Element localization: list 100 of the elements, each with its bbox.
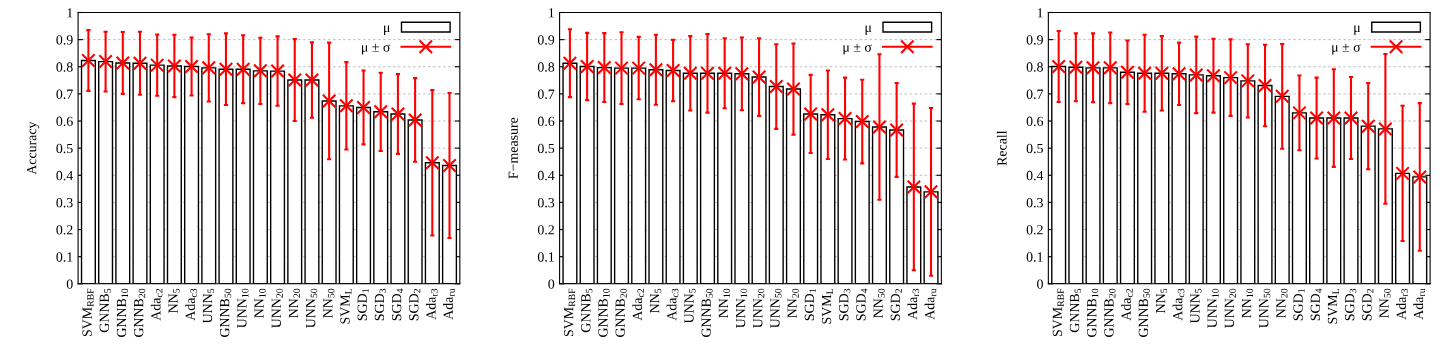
point	[304, 72, 320, 88]
y-tick-label: 0.1	[56, 252, 73, 262]
point	[597, 60, 612, 75]
x-tick-label: UNN$_{50}$	[770, 288, 782, 328]
y-tick-label: 0.8	[56, 62, 73, 72]
y-tick-label: 0.3	[537, 198, 555, 208]
y-tick-label: 0	[1037, 279, 1043, 289]
x-tick-label: UNN$_{20}$	[753, 288, 765, 328]
y-tick-label: 0.5	[1026, 143, 1043, 154]
x-tick-label: NN$_{20}$	[288, 288, 301, 318]
x-tick-label: SGD$_{4}$	[856, 288, 868, 321]
point	[837, 111, 853, 126]
point	[407, 112, 423, 128]
point	[1343, 110, 1359, 126]
point	[1240, 73, 1256, 89]
x-tick-label: Ada$_{c3}$	[185, 288, 197, 321]
x-tick-label: SGD$_{3}$	[374, 288, 386, 321]
x-tick-label: Ada$_{c2}$	[1121, 288, 1133, 321]
point	[339, 98, 354, 114]
x-tick-label: GNNB$_{50}$	[1138, 288, 1150, 337]
x-tick-label: Ada$_{r3}$	[907, 288, 920, 320]
x-tick-label: Ada$_{r3}$	[1396, 288, 1408, 320]
x-tick-label: NN$_{20}$	[1276, 288, 1288, 318]
x-tick-label: GNNB$_{5}$	[581, 288, 593, 333]
y-tick-label: 0.5	[537, 143, 555, 154]
x-tick-label: GNNB$_{20}$	[1104, 288, 1116, 337]
y-tick-label: 0.3	[56, 198, 73, 208]
point	[1137, 65, 1152, 81]
point	[700, 65, 715, 81]
x-tick-label: NN$_{10}$	[718, 288, 730, 318]
x-tick-label: Ada$_{ru}$	[1413, 288, 1426, 320]
y-tick-label: 0.2	[1026, 225, 1043, 235]
y-tick-label: 0.7	[56, 89, 73, 99]
y-tick-label: 0.4	[56, 170, 74, 181]
y-tick-label: 0.4	[1026, 170, 1044, 181]
x-tick-label: GNNB$_{5}$	[1069, 288, 1082, 333]
x-tick-label: Ada$_{ru}$	[924, 288, 937, 320]
y-tick-label: 0.7	[1026, 89, 1044, 99]
point	[631, 60, 646, 76]
y-tick-label: 0.4	[537, 170, 555, 181]
point	[734, 66, 750, 82]
y-tick-label: 0.9	[537, 35, 555, 45]
point	[665, 63, 681, 78]
point	[149, 57, 165, 73]
point	[287, 72, 303, 88]
x-tick-label: SVM$_{L}$	[1327, 288, 1339, 324]
y-axis-title: F−measure	[508, 117, 518, 179]
x-tick-label: Ada$_{c3}$	[1172, 288, 1185, 321]
y-tick-label: 0.2	[537, 225, 554, 235]
x-tick-label: NN$_{20}$	[787, 288, 799, 318]
point	[167, 58, 182, 74]
point	[717, 65, 732, 81]
point	[1309, 110, 1324, 126]
point	[872, 119, 887, 135]
x-tick-label: UNN$_{50}$	[1259, 288, 1271, 328]
x-tick-label: SGD$_{4}$	[1310, 288, 1322, 321]
point	[270, 63, 285, 79]
x-tick-label: SVM$_{RBF}$	[82, 288, 94, 337]
x-tick-label: SVM$_{L}$	[340, 288, 352, 324]
x-tick-label: SGD$_{2}$	[409, 288, 421, 321]
x-tick-label: GNNB$_{10}$	[598, 288, 610, 337]
x-tick-label: SGD$_{3}$	[1345, 288, 1357, 321]
x-tick-label: SGD$_{2}$	[890, 288, 902, 321]
y-tick-label: 0.9	[56, 35, 73, 45]
x-tick-label: UNN$_{5}$	[1190, 288, 1202, 324]
point	[390, 106, 406, 122]
x-tick-label: GNNB$_{50}$	[701, 288, 713, 337]
point	[1154, 65, 1170, 81]
x-tick-label: NN$_{50}$	[1379, 288, 1391, 318]
point	[1292, 105, 1307, 121]
x-tick-label: SGD$_{1}$	[357, 289, 369, 321]
point	[923, 184, 939, 200]
point	[425, 155, 440, 171]
x-tick-label: Ada$_{c2}$	[632, 288, 644, 321]
x-tick-label: Ada$_{c3}$	[666, 288, 679, 321]
point	[98, 54, 113, 69]
point	[579, 59, 595, 74]
point	[442, 158, 457, 173]
point	[889, 122, 904, 138]
legend-label: μ ± σ	[362, 43, 391, 55]
y-axis-title: Accuracy	[27, 121, 40, 175]
x-tick-label: UNN$_{10}$	[237, 288, 249, 328]
x-tick-label: UNN$_{10}$	[1207, 288, 1219, 328]
x-tick-label: SGD$_{1}$	[804, 289, 816, 321]
legend-label: μ	[865, 25, 872, 35]
x-tick-label: GNNB$_{10}$	[1087, 288, 1099, 337]
x-tick-label: GNNB$_{50}$	[220, 288, 232, 337]
point	[1395, 166, 1410, 181]
legend-label: μ ± σ	[1332, 43, 1361, 55]
x-tick-label: SVM$_{RBF}$	[563, 288, 576, 337]
point	[1326, 110, 1342, 126]
x-tick-label: SGD$_{4}$	[391, 288, 404, 321]
point	[1412, 169, 1428, 185]
point	[321, 93, 337, 109]
y-tick-label: 0.7	[537, 89, 555, 99]
x-tick-label: NN$_{10}$	[254, 288, 266, 318]
x-tick-label: UNN$_{5}$	[202, 288, 215, 324]
y-tick-label: 0.6	[56, 116, 73, 127]
point	[201, 60, 217, 76]
x-tick-label: NN$_{5}$	[168, 288, 180, 313]
